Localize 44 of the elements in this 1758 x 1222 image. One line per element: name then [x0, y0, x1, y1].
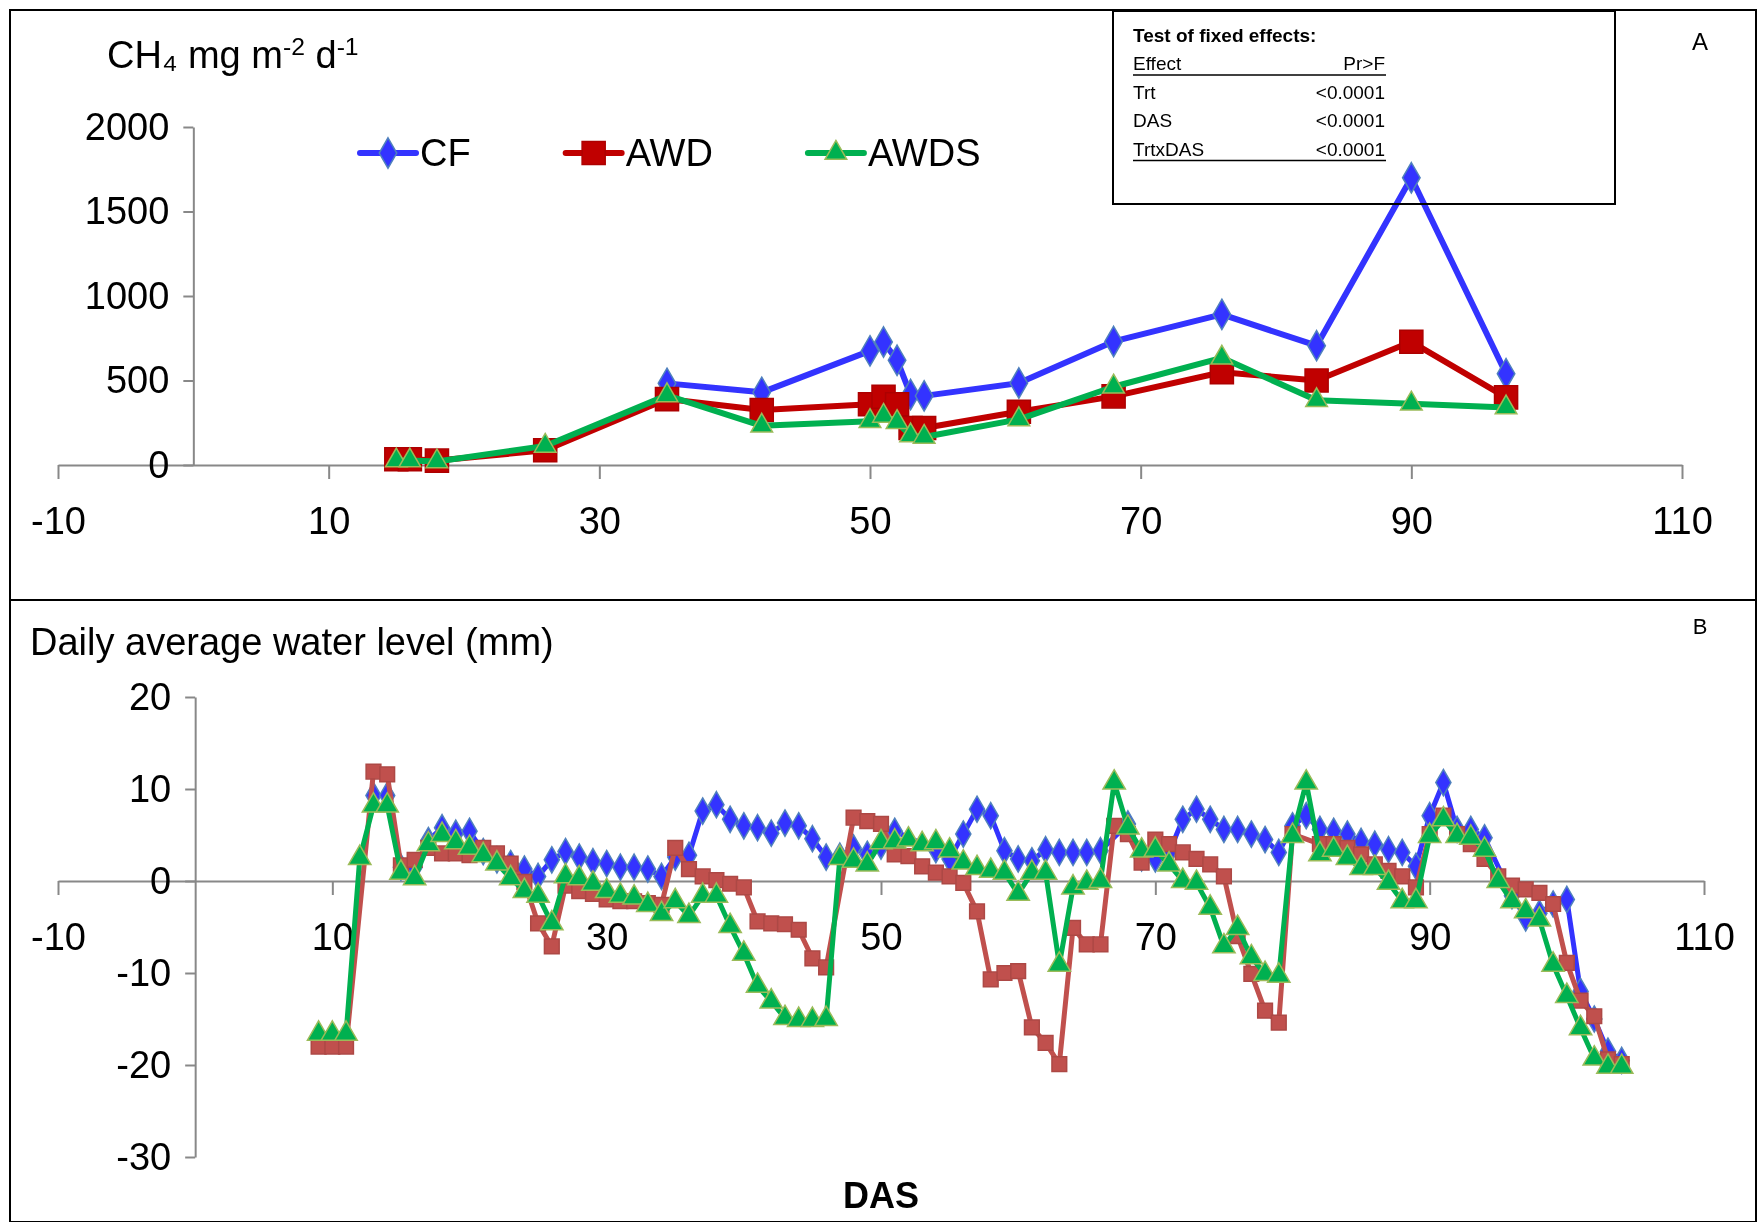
- y-tick-label: 1000: [84, 274, 170, 317]
- legend-label: AWD: [625, 132, 713, 174]
- x-tick-label: -10: [31, 915, 86, 958]
- y-tick-label: -30: [116, 1135, 172, 1178]
- y-tick-label: -10: [116, 951, 172, 994]
- x-tick-label: 110: [1674, 915, 1735, 958]
- text: <0.0001: [1315, 81, 1385, 103]
- x-tick-label: 10: [311, 915, 354, 958]
- x-tick-label: 70: [1134, 915, 1177, 958]
- x-tick-label: 70: [1120, 499, 1163, 542]
- x-tick-label: 90: [1409, 915, 1452, 958]
- point: [1399, 329, 1424, 355]
- text: A: [1691, 28, 1709, 55]
- legend-label: CF: [420, 132, 471, 174]
- x-tick-label: 30: [578, 499, 621, 542]
- x-tick-label: 50: [849, 499, 892, 542]
- y-tick-label: 10: [128, 767, 172, 810]
- text: B: [1692, 614, 1708, 639]
- legend-label: AWDS: [867, 132, 981, 174]
- annotation: <0.0001: [1315, 138, 1385, 160]
- x-tick-label: 10: [308, 499, 351, 542]
- x-tick-label: 30: [586, 915, 629, 958]
- y-tick-label: 20: [128, 675, 172, 718]
- annotation: <0.0001: [1315, 110, 1385, 131]
- y-tick-label: 0: [148, 443, 170, 486]
- y-tick-label: 500: [105, 359, 170, 402]
- y-axis-title: Daily average water level (mm): [30, 621, 554, 663]
- annotation: DAS: [1133, 110, 1173, 131]
- y-tick-label: 2000: [84, 105, 170, 148]
- x-tick-label: 50: [860, 915, 903, 958]
- x-tick-label: 110: [1652, 499, 1713, 542]
- x-tick-label: -10: [31, 499, 86, 542]
- text: Test of fixed effects:: [1133, 25, 1317, 46]
- text: Pr>F: [1343, 53, 1385, 74]
- y-axis-title: CH₄ mg m$^{-2}$ d$^{-1}$: [107, 32, 359, 76]
- y-tick-label: 0: [150, 859, 172, 902]
- x-axis-title: DAS: [842, 1175, 920, 1216]
- annotation: TrtxDAS: [1133, 138, 1205, 160]
- text: Trt: [1133, 81, 1157, 103]
- point: [1304, 368, 1329, 393]
- x-tick-label: 90: [1390, 499, 1433, 542]
- y-tick-label: -20: [116, 1043, 172, 1086]
- text: Effect: [1133, 53, 1182, 74]
- y-tick-label: 1500: [84, 190, 170, 233]
